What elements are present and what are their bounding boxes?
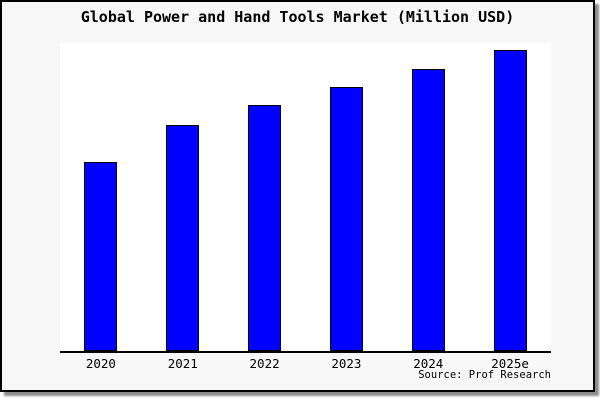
x-tick-label-2025e: 2025e: [491, 356, 529, 371]
bar-2025e: [493, 50, 527, 351]
chart-frame: Global Power and Hand Tools Market (Mill…: [0, 0, 595, 392]
bar-2023: [329, 87, 363, 351]
source-credit: Source: Prof Research: [418, 369, 551, 381]
x-tick-label-2020: 2020: [85, 356, 116, 371]
x-tick-label-2021: 2021: [167, 356, 198, 371]
bar-2021: [166, 124, 200, 351]
bar-2022: [248, 105, 282, 351]
chart-title: Global Power and Hand Tools Market (Mill…: [80, 8, 515, 26]
plot-area: [60, 43, 551, 353]
bar-2020: [84, 161, 118, 351]
x-tick-label-2023: 2023: [331, 356, 362, 371]
bar-2024: [411, 68, 445, 351]
x-tick-label-2024: 2024: [413, 356, 444, 371]
x-tick-label-2022: 2022: [249, 356, 280, 371]
